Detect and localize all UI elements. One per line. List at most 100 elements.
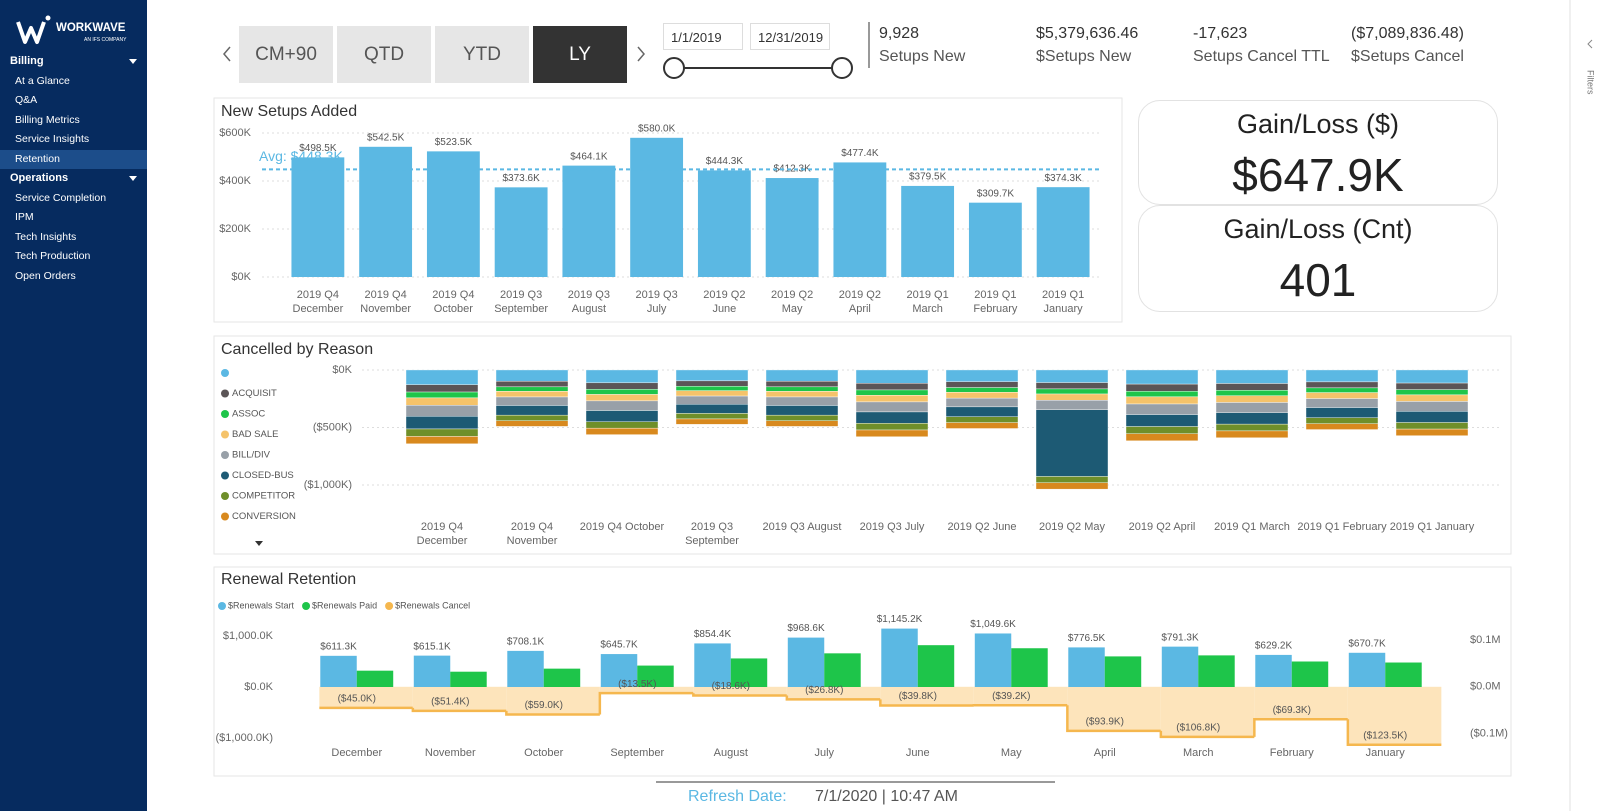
step-line — [411, 707, 507, 713]
x-tick-label: 2019 Q2 June — [947, 521, 1017, 533]
bar-segment — [1215, 395, 1289, 403]
nav-item[interactable]: Q&A — [15, 94, 38, 106]
area-step — [693, 686, 787, 696]
data-label: ($93.9K) — [1086, 716, 1124, 727]
nav-item[interactable]: Billing Metrics — [15, 113, 80, 126]
area-step — [1254, 686, 1348, 720]
x-tick-label: 2019 Q3 August — [567, 289, 610, 315]
data-label: $542.5K — [367, 132, 405, 143]
step-line — [505, 710, 600, 716]
bar — [787, 637, 825, 687]
slider-handle[interactable] — [663, 57, 685, 79]
bar-segment — [495, 414, 569, 422]
bar-segment — [945, 406, 1019, 417]
y-tick-label: ($500K) — [313, 421, 352, 433]
kpi-card: Gain/Loss (Cnt) 401 — [1138, 205, 1498, 312]
data-label: $611.3K — [320, 641, 357, 652]
data-label: $615.1K — [413, 641, 451, 652]
bar-segment — [765, 396, 839, 406]
nav-item[interactable]: Tech Insights — [15, 230, 77, 243]
nav-item[interactable]: Tech Production — [15, 250, 91, 262]
nav-item[interactable]: Retention — [0, 149, 147, 169]
bar-segment — [675, 418, 749, 425]
nav-prev[interactable] — [223, 46, 231, 62]
kpi-label: Setups Cancel TTL — [1193, 48, 1330, 65]
bar-segment — [1125, 403, 1199, 415]
chart-title: Renewal Retention — [221, 571, 356, 588]
bar-segment — [1125, 414, 1199, 427]
bar — [543, 668, 581, 687]
legend-swatch — [385, 602, 394, 610]
y-tick-label: $600K — [219, 127, 251, 139]
period-tab[interactable]: YTD — [435, 26, 529, 83]
step-line — [1346, 719, 1442, 746]
legend-swatch — [221, 430, 229, 439]
x-tick-label: 2019 Q3 July — [859, 521, 925, 533]
bar-segment — [675, 369, 749, 382]
bar-segment — [585, 369, 659, 384]
bar — [637, 665, 674, 687]
x-tick-label: 2019 Q4 November — [506, 521, 558, 547]
slider-handle[interactable] — [831, 57, 853, 79]
nav-item[interactable]: IPM — [15, 211, 34, 223]
logo-text: WORKWAVE — [56, 22, 126, 34]
x-tick-label: September — [610, 747, 665, 759]
date-input[interactable]: 1/1/2019 — [663, 23, 743, 50]
x-tick-label: 2019 Q2 May — [1038, 521, 1106, 533]
bar-segment — [1395, 411, 1469, 423]
nav-item[interactable]: Service Insights — [15, 133, 90, 145]
step-line — [598, 691, 694, 715]
bar-segment — [1395, 422, 1469, 430]
x-tick-label: March — [1182, 747, 1214, 759]
nav-section[interactable]: Operations — [0, 169, 147, 188]
bar-segment — [495, 405, 569, 416]
bar-segment — [1125, 426, 1199, 434]
date-input[interactable]: 12/31/2019 — [750, 23, 830, 50]
x-tick-label: 2019 Q2 June — [703, 289, 746, 315]
legend-label: BILL/DIV — [232, 450, 271, 461]
period-tab[interactable]: QTD — [337, 26, 431, 83]
bar — [697, 170, 751, 277]
x-tick-label: May — [1000, 747, 1022, 759]
period-tab[interactable]: LY — [533, 26, 627, 83]
y-tick-label: $0K — [332, 364, 352, 376]
data-label: $444.3K — [706, 156, 744, 167]
filters-toggle[interactable] — [1587, 39, 1593, 49]
nav-section[interactable]: Billing — [0, 52, 147, 71]
nav-item[interactable]: Open Orders — [15, 269, 76, 282]
bar-segment — [585, 400, 659, 411]
data-label: $523.5K — [435, 137, 473, 148]
area-step — [880, 686, 974, 706]
bar-segment — [1035, 393, 1109, 401]
legend-swatch — [221, 471, 229, 480]
bar-segment — [1305, 392, 1379, 399]
x-tick-label: July — [814, 747, 835, 759]
area-step — [973, 686, 1068, 706]
filters-label[interactable]: Filters — [1586, 70, 1596, 95]
data-label: $373.6K — [502, 173, 540, 184]
step-line — [692, 693, 787, 697]
nav-next[interactable] — [637, 46, 645, 62]
legend-swatch — [221, 512, 229, 521]
data-label: $412.3K — [773, 164, 811, 175]
logo-mark — [16, 21, 46, 44]
period-tab[interactable]: CM+90 — [239, 26, 333, 83]
bar-segment — [675, 404, 749, 414]
bar-segment — [675, 380, 749, 387]
legend-label: CONVERSION — [232, 511, 296, 522]
x-tick-label: 2019 Q3 September — [494, 289, 549, 315]
bar-segment — [405, 391, 479, 399]
bar-segment — [765, 369, 839, 382]
bar-segment — [1305, 398, 1379, 408]
x-tick-label: 2019 Q2 April — [1128, 521, 1196, 533]
x-tick-label: November — [424, 747, 476, 759]
area-step — [599, 686, 694, 694]
nav-item[interactable]: At a Glance — [15, 74, 70, 87]
kpi-value: -17,623 — [1193, 25, 1248, 42]
area-step — [412, 686, 507, 711]
refresh-value: 7/1/2020 | 10:47 AM — [815, 788, 958, 805]
data-label: $498.5K — [299, 143, 337, 154]
bar-segment — [495, 420, 569, 427]
legend-swatch — [221, 369, 229, 377]
nav-item[interactable]: Service Completion — [15, 191, 107, 204]
